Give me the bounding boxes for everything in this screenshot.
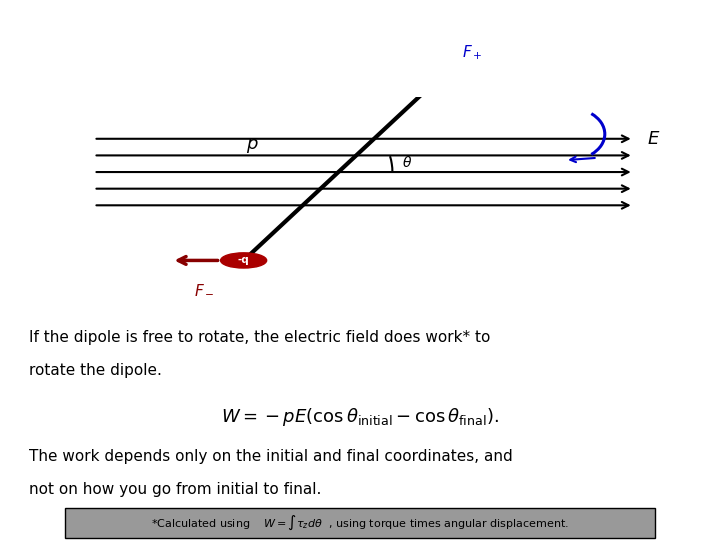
Text: *Calculated using    $W = \int\tau_z d\theta$  , using torque times angular disp: *Calculated using $W = \int\tau_z d\thet… — [151, 514, 569, 532]
Circle shape — [220, 253, 266, 268]
Text: If the dipole is free to rotate, the electric field does work* to: If the dipole is free to rotate, the ele… — [29, 330, 490, 346]
Text: External Electric Field: External Electric Field — [231, 68, 489, 87]
Text: E: E — [648, 130, 660, 148]
Text: not on how you go from initial to final.: not on how you go from initial to final. — [29, 482, 321, 497]
Text: $\theta$: $\theta$ — [402, 155, 412, 170]
Text: $W = -pE(\cos\theta_{\mathrm{initial}} - \cos\theta_{\mathrm{final}}).$: $W = -pE(\cos\theta_{\mathrm{initial}} -… — [221, 406, 499, 428]
Circle shape — [410, 76, 456, 91]
Text: Energy of an Electric Dipole in an: Energy of an Electric Dipole in an — [164, 32, 556, 52]
Text: p: p — [246, 134, 258, 152]
FancyBboxPatch shape — [65, 508, 655, 538]
Text: -q: -q — [238, 255, 250, 266]
Text: The work depends only on the initial and final coordinates, and: The work depends only on the initial and… — [29, 449, 513, 464]
Text: rotate the dipole.: rotate the dipole. — [29, 363, 162, 378]
Text: $F_+$: $F_+$ — [462, 44, 483, 62]
Text: $F_-$: $F_-$ — [194, 282, 215, 297]
Text: +q: +q — [425, 79, 441, 89]
